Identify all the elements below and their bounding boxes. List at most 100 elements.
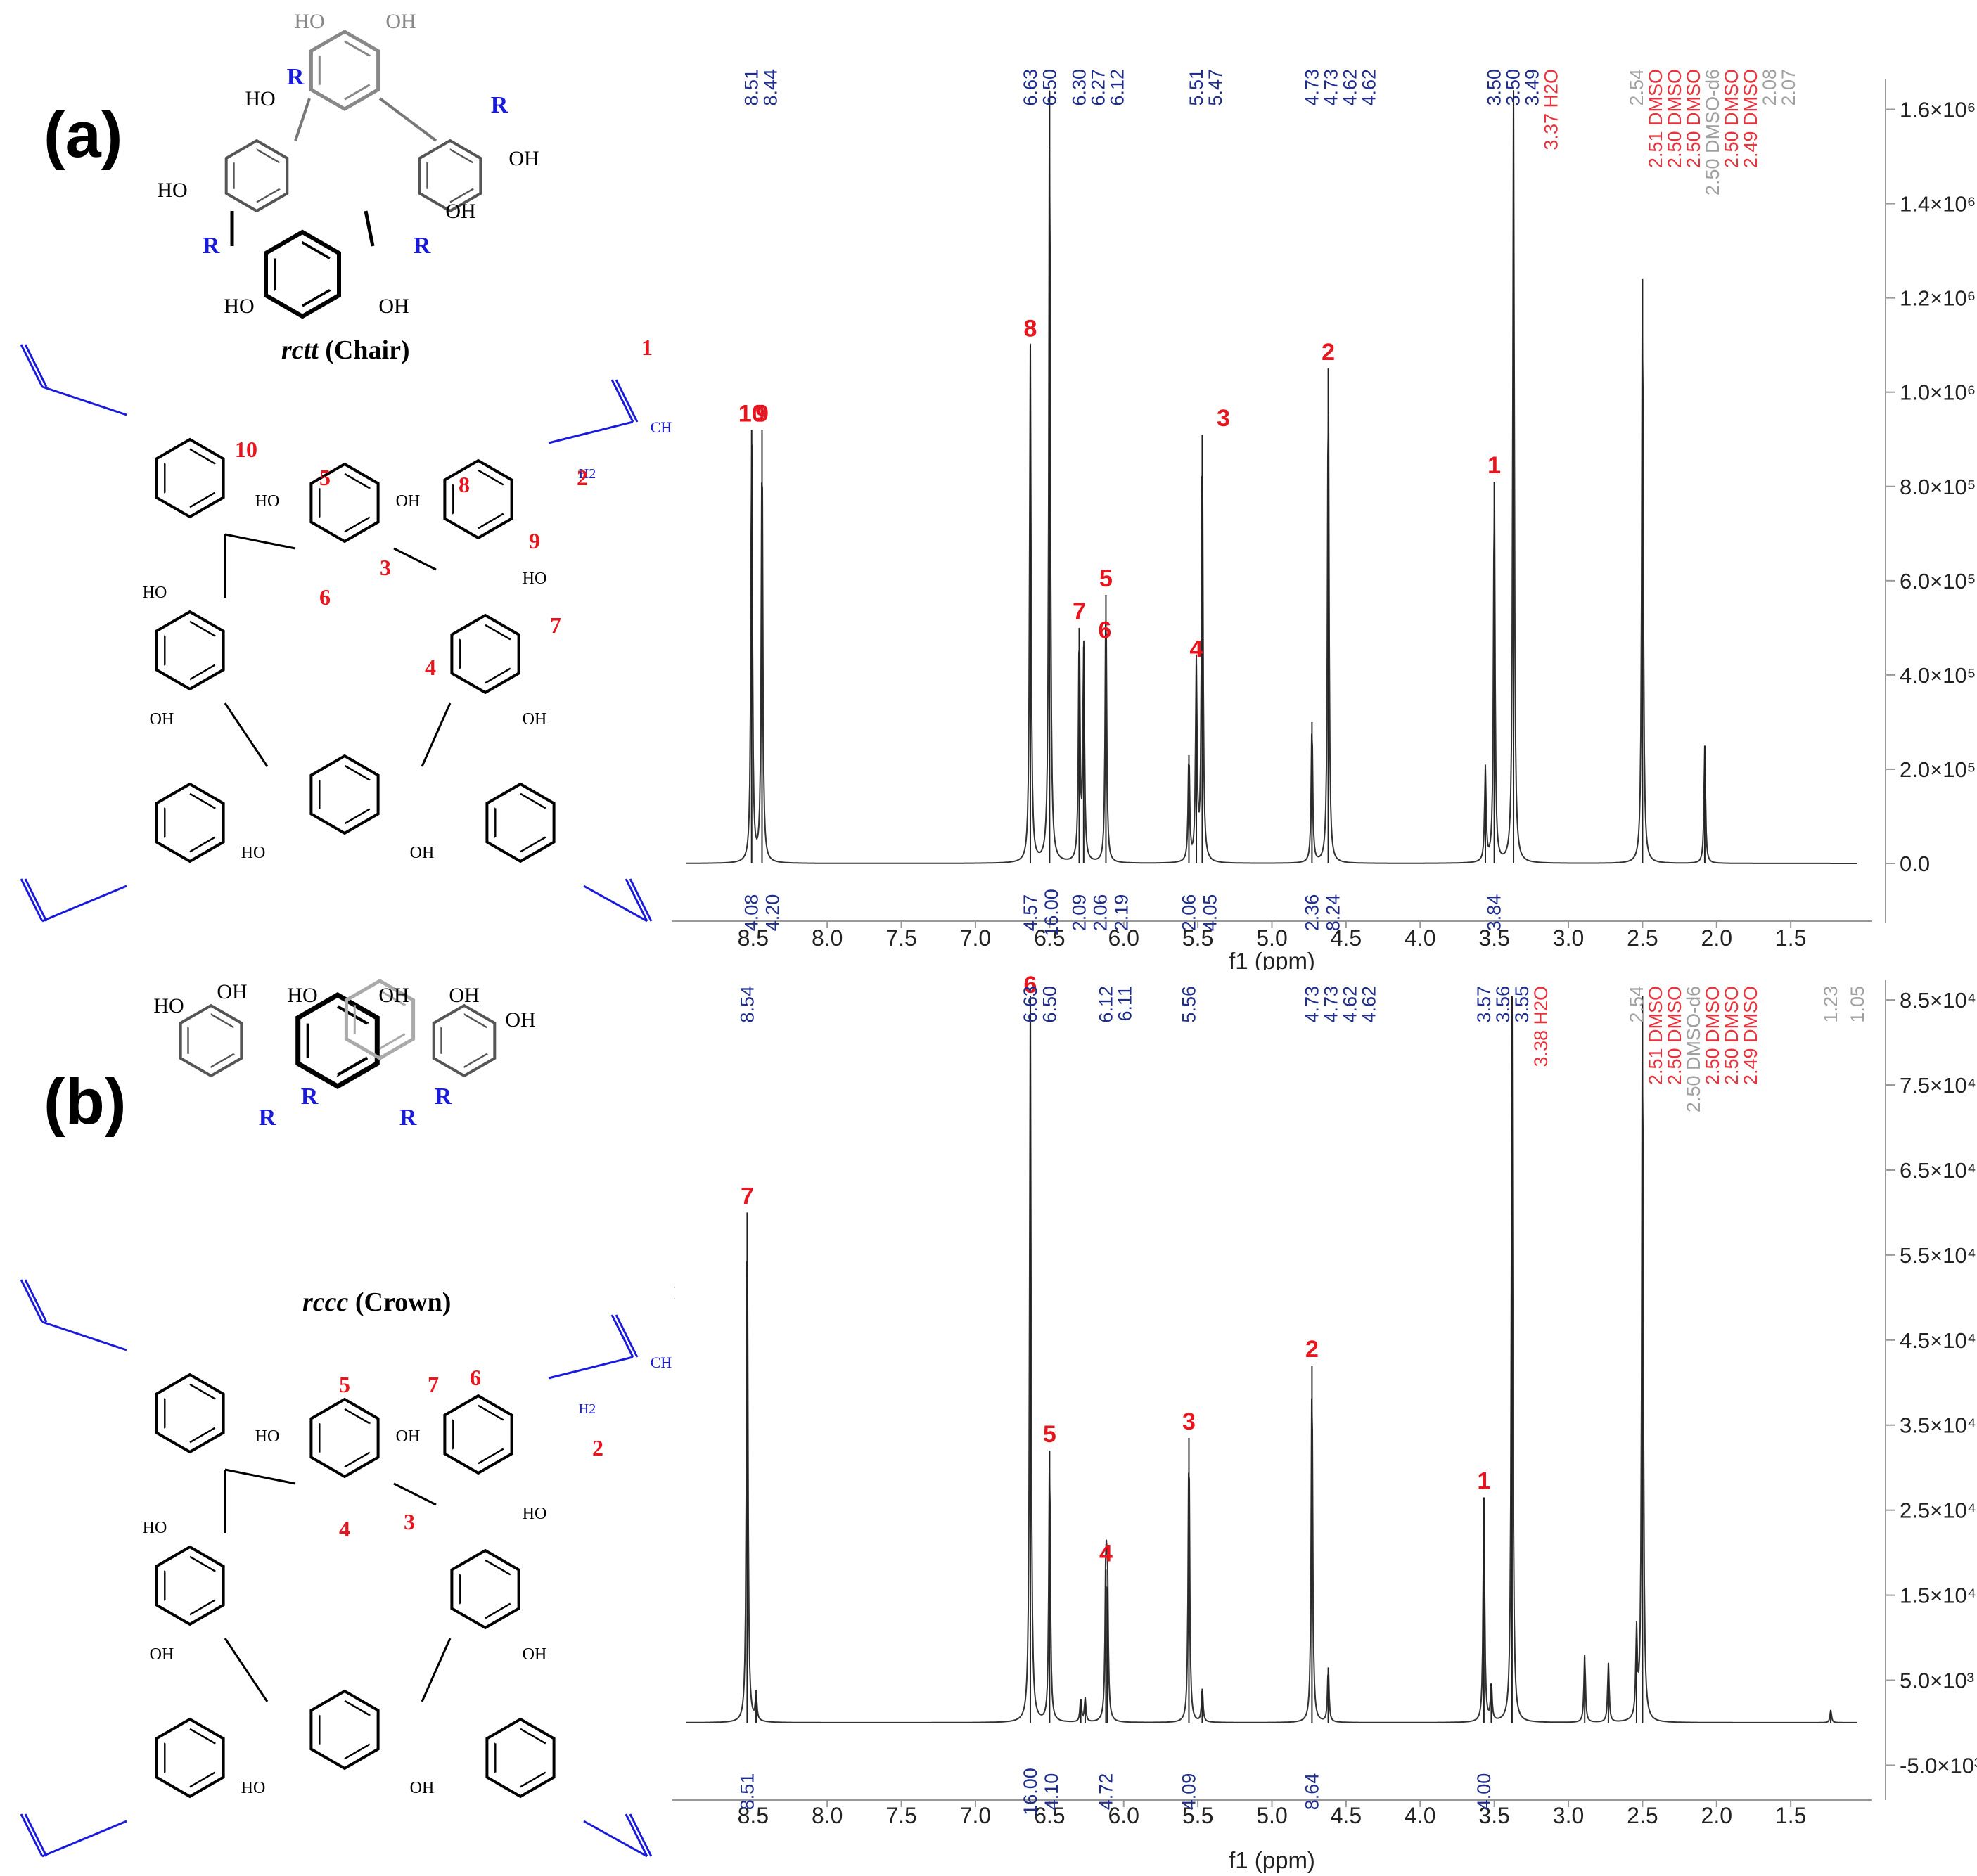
peak-assignment-label: 6 (1098, 617, 1111, 644)
x-tick-label: 5.0 (1256, 1803, 1287, 1828)
alkyne-bond (20, 878, 44, 922)
bond-line (294, 98, 311, 141)
atom-number-label: 7 (550, 612, 561, 638)
chemical-shift-label: 5.56 (1178, 986, 1199, 1023)
x-tick-label: 5.5 (1182, 1803, 1213, 1828)
y-tick-label: 5.0×10³ (1900, 1669, 1974, 1693)
integral-label: 2.06 (1090, 894, 1111, 932)
alkyne-bond (629, 878, 653, 922)
ring-left (224, 139, 289, 213)
chemical-shift-label: 4.73 (1320, 69, 1341, 106)
chemical-shift-label: 3.49 (1522, 69, 1543, 106)
chemical-shift-label: 6.12 (1095, 986, 1116, 1023)
r-group-label: R (491, 92, 508, 118)
peak-assignment-label: 9 (755, 400, 769, 427)
aryl-ring-inner (452, 469, 504, 529)
resorcinol-ring (450, 613, 520, 695)
ring-bottom-inner (274, 240, 331, 308)
chemical-shift-label: 5.47 (1205, 69, 1226, 106)
chemical-shift-label: 3.50 (1484, 69, 1505, 106)
aryl-ring (443, 458, 513, 540)
hydroxyl-label: OH (217, 980, 247, 1003)
ring-left-inner (233, 148, 281, 203)
x-tick-label: 2.0 (1701, 925, 1732, 951)
hydroxyl-label: OH (508, 147, 539, 170)
chemical-shift-label: 2.50 DMSO (1664, 69, 1685, 168)
aryl-ring-inner (164, 1383, 216, 1444)
resorcinol-ring (155, 610, 225, 691)
spectrum-trace (686, 90, 1857, 864)
y-tick-label: 5.5×10⁴ (1900, 1243, 1976, 1268)
atom-number-label: 3 (404, 1509, 415, 1534)
peak-assignment-label: 7 (741, 1183, 754, 1209)
chemical-shift-label: 2.54 (1626, 69, 1647, 106)
bond-line (224, 1468, 296, 1485)
ring-right-inner (426, 148, 474, 203)
alkyne-bond (24, 1813, 48, 1857)
chemical-shift-label: 4.62 (1358, 69, 1379, 106)
nmr-spectrum-a: 0.0 2.0×10⁵ 4.0×10⁵ 6.0×10⁵ 8.0×10⁵ 1.0×10⁶ 1.… (672, 69, 1976, 970)
atom-number-label: 3 (380, 555, 391, 580)
hydroxyl-label: HO (153, 994, 184, 1017)
hydroxyl-label: OH (378, 295, 409, 318)
r-group-label: R (435, 1084, 452, 1110)
chemical-shift-label: 4.62 (1339, 69, 1360, 106)
chemical-shift-label: 2.51 DMSO (1645, 986, 1666, 1085)
aryl-ring (155, 1373, 225, 1454)
resorcinol-ring (309, 462, 380, 544)
aryl-ring (443, 1394, 513, 1475)
y-tick-label: 1.0×10⁶ (1900, 380, 1976, 405)
propargyl-arm (41, 1321, 127, 1351)
hydroxyl-label: OH (378, 984, 409, 1007)
ring-right-b (432, 1003, 497, 1078)
chemical-shift-label: 2.08 (1759, 69, 1780, 106)
hydroxyl-label: OH (410, 1779, 435, 1797)
r-group-label: R (203, 233, 220, 259)
nmr-spectrum-b: -5.0×10³ 5.0×10³ 1.5×10⁴ 2.5×10⁴ 3.5×10⁴ 4.5×… (672, 972, 1977, 1873)
hydroxyl-label: HO (245, 87, 275, 110)
peak-assignment-label: 1 (1477, 1468, 1490, 1495)
r-group-label: R (399, 1105, 417, 1131)
alkyne-bond (24, 344, 48, 387)
ring-left-b-inner (187, 1013, 235, 1068)
peak-assignment-label: 1 (1487, 452, 1501, 479)
hydroxyl-label: OH (523, 1645, 547, 1664)
y-tick-label: 8.0×10⁵ (1900, 475, 1976, 499)
ring-right-b-inner (440, 1013, 488, 1068)
integral-label: 3.84 (1484, 894, 1505, 932)
chemical-shift-label: 4.73 (1301, 986, 1322, 1023)
r-group-label: R (301, 1084, 319, 1110)
x-tick-label: 2.5 (1627, 925, 1658, 951)
propargyl-arm (548, 420, 634, 444)
x-tick-label: 6.5 (1034, 1803, 1065, 1828)
y-tick-label: 2.0×10⁵ (1900, 757, 1976, 782)
x-tick-label: 7.5 (885, 1803, 916, 1828)
resorcinol-ring-inner (459, 624, 511, 684)
integral-label: 16.00 (1041, 889, 1062, 937)
bond-line (421, 702, 452, 767)
hydroxyl-label: HO (241, 844, 266, 862)
peak-assignment-label: 8 (1024, 316, 1037, 342)
integral-label: 8.24 (1322, 894, 1343, 932)
propargyl-arm (41, 385, 127, 416)
aryl-ring-inner (164, 448, 216, 508)
r-group-label: R (259, 1105, 276, 1131)
atom-number-label: 8 (459, 472, 470, 497)
ring-bottom (264, 229, 341, 319)
hydroxyl-label: HO (157, 179, 187, 202)
chemical-shift-label: 1.23 (1820, 986, 1841, 1023)
propargyl-arm (41, 1820, 127, 1858)
atom-number-label: 4 (425, 655, 436, 680)
y-tick-label: 7.5×10⁴ (1900, 1073, 1976, 1098)
y-tick-label: 6.5×10⁴ (1900, 1158, 1976, 1183)
integral-label: 2.36 (1301, 894, 1322, 932)
peak-assignment-label: 10 (738, 400, 765, 427)
resorcinol-ring (309, 1397, 380, 1479)
integral-label: 4.72 (1095, 1773, 1116, 1811)
alkyne-bond (629, 1813, 653, 1857)
atom-number-label: 6 (319, 584, 331, 610)
chemical-shift-label: 3.57 (1473, 986, 1495, 1023)
chemical-shift-label: 2.54 (1626, 986, 1647, 1023)
atom-number-label: 6 (470, 1365, 481, 1390)
integral-label: 4.09 (1178, 1773, 1199, 1811)
